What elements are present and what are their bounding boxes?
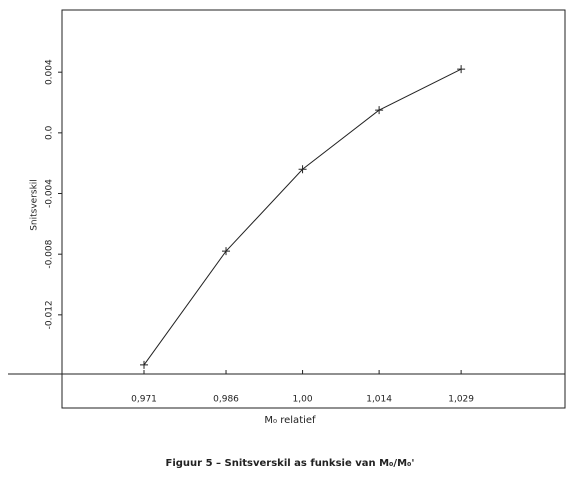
y-tick-label: 0.004: [45, 59, 55, 85]
caption: Figuur 5 – Snitsverskil as funksie van M…: [166, 458, 415, 469]
x-tick-label: 1,029: [448, 395, 474, 405]
point: [457, 65, 466, 74]
x-tick-label: 0,971: [131, 395, 157, 405]
plot-frame: [61, 9, 566, 409]
x-tick-label: 0,986: [213, 395, 239, 405]
point: [222, 247, 231, 256]
x-axis-label: M₀ relatief: [264, 415, 316, 426]
y-tick-label: -0.004: [45, 179, 55, 208]
y-tick-label: -0.012: [45, 300, 55, 329]
point: [140, 360, 149, 369]
point: [298, 165, 307, 174]
point: [375, 106, 384, 115]
y-axis-label: Snitsverskil: [30, 179, 40, 231]
y-tick-label: 0.0: [45, 125, 55, 140]
line: [143, 68, 462, 366]
x-tick-label: 1,00: [293, 395, 313, 405]
y-tick-label: -0.008: [45, 239, 55, 268]
x-tick-label: 1,014: [366, 395, 392, 405]
